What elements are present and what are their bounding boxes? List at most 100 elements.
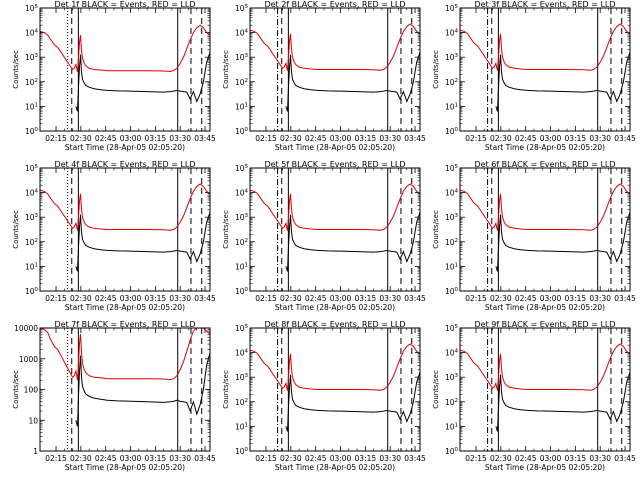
y-tick-label: 103 — [25, 53, 39, 62]
x-tick-label: 03:15 — [355, 454, 377, 463]
x-tick-label: 02:30 — [490, 454, 512, 463]
events-series — [495, 212, 630, 272]
x-tick-label: 03:15 — [565, 294, 587, 303]
y-tick-label: 102 — [25, 238, 38, 247]
x-tick-label: 03:45 — [194, 454, 216, 463]
x-tick-label: 03:30 — [169, 134, 191, 143]
x-tick-label: 03:00 — [330, 454, 352, 463]
y-tick-label: 105 — [235, 164, 249, 173]
x-axis-title: Start Time (28-Apr-05 02:05:20) — [65, 143, 185, 152]
x-axis-title: Start Time (28-Apr-05 02:05:20) — [485, 143, 605, 152]
panel-title: Det 3f BLACK = Events, RED = LLD — [474, 0, 615, 9]
x-axis-title: Start Time (28-Apr-05 02:05:20) — [275, 143, 395, 152]
x-tick-label: 02:30 — [280, 294, 302, 303]
y-axis-title: Counts/sec — [12, 370, 20, 409]
panel-6: Det 6f BLACK = Events, RED = LLD 100 101 10… — [432, 160, 636, 312]
x-tick-label: 03:45 — [404, 294, 426, 303]
y-axis-title: Counts/sec — [432, 210, 440, 249]
x-tick-label: 03:15 — [145, 454, 167, 463]
y-tick-label: 102 — [25, 78, 38, 87]
y-axis-title: Counts/sec — [12, 210, 20, 249]
y-axis-title: Counts/sec — [432, 370, 440, 409]
x-tick-label: 03:00 — [540, 454, 562, 463]
x-tick-label: 03:00 — [330, 134, 352, 143]
y-tick-label: 105 — [235, 4, 249, 13]
events-series — [75, 52, 210, 112]
y-tick-label: 101 — [445, 262, 458, 271]
x-tick-label: 03:30 — [379, 134, 401, 143]
y-tick-label: 100 — [24, 386, 39, 395]
y-tick-label: 104 — [445, 349, 459, 358]
y-tick-label: 105 — [445, 4, 459, 13]
plot-frame — [459, 7, 631, 132]
x-axis-title: Start Time (28-Apr-05 02:05:20) — [485, 303, 605, 312]
events-series — [285, 372, 420, 432]
y-tick-label: 101 — [235, 102, 248, 111]
x-tick-label: 03:00 — [120, 454, 142, 463]
x-tick-label: 03:45 — [614, 454, 636, 463]
x-tick-label: 02:15 — [255, 134, 277, 143]
y-tick-label: 103 — [235, 373, 249, 382]
x-tick-label: 03:00 — [540, 294, 562, 303]
y-tick-label: 103 — [445, 373, 459, 382]
x-tick-label: 03:15 — [565, 454, 587, 463]
x-tick-label: 03:45 — [194, 294, 216, 303]
x-tick-label: 03:30 — [379, 294, 401, 303]
y-tick-label: 101 — [25, 262, 38, 271]
y-tick-label: 101 — [445, 102, 458, 111]
y-tick-label: 100 — [25, 287, 39, 296]
y-tick-label: 102 — [235, 238, 248, 247]
y-tick-label: 104 — [235, 189, 249, 198]
x-tick-label: 02:45 — [95, 294, 117, 303]
x-tick-label: 03:00 — [120, 134, 142, 143]
lld-series — [250, 23, 420, 71]
panel-title: Det 6f BLACK = Events, RED = LLD — [474, 160, 615, 169]
x-tick-label: 02:45 — [95, 134, 117, 143]
x-tick-label: 03:45 — [614, 134, 636, 143]
events-series — [75, 352, 210, 427]
x-tick-label: 02:45 — [515, 454, 537, 463]
x-tick-label: 03:45 — [404, 454, 426, 463]
y-tick-label: 105 — [25, 164, 39, 173]
y-tick-label: 102 — [235, 398, 248, 407]
x-tick-label: 03:30 — [379, 454, 401, 463]
y-tick-label: 100 — [445, 447, 459, 456]
panel-title: Det 7f BLACK = Events, RED = LLD — [54, 320, 195, 329]
y-tick-label: 104 — [25, 189, 39, 198]
x-tick-label: 03:00 — [120, 294, 142, 303]
x-tick-label: 03:00 — [330, 294, 352, 303]
events-series — [285, 52, 420, 112]
x-tick-label: 02:45 — [305, 294, 327, 303]
x-tick-label: 03:15 — [145, 134, 167, 143]
x-tick-label: 03:30 — [169, 454, 191, 463]
y-tick-label: 10 — [28, 416, 38, 425]
x-tick-label: 02:30 — [280, 454, 302, 463]
panel-title: Det 5f BLACK = Events, RED = LLD — [264, 160, 405, 169]
x-tick-label: 02:30 — [70, 134, 92, 143]
plot-frame — [459, 327, 631, 452]
x-tick-label: 02:15 — [465, 134, 487, 143]
lld-series — [460, 343, 630, 391]
x-tick-label: 03:30 — [589, 454, 611, 463]
panel-1: Det 1f BLACK = Events, RED = LLD 100 101 10… — [12, 0, 216, 152]
y-axis-title: Counts/sec — [222, 50, 230, 89]
y-tick-label: 104 — [25, 29, 39, 38]
x-tick-label: 02:15 — [45, 454, 67, 463]
plot-frame — [39, 167, 211, 292]
y-tick-label: 1 — [33, 447, 38, 456]
x-tick-label: 02:30 — [280, 134, 302, 143]
x-tick-label: 03:00 — [540, 134, 562, 143]
x-axis-title: Start Time (28-Apr-05 02:05:20) — [275, 303, 395, 312]
plot-frame — [249, 7, 421, 132]
x-tick-label: 02:45 — [515, 294, 537, 303]
y-tick-label: 103 — [25, 213, 39, 222]
y-tick-label: 10000 — [14, 324, 38, 333]
panel-5: Det 5f BLACK = Events, RED = LLD 100 101 10… — [222, 160, 426, 312]
x-tick-label: 03:30 — [169, 294, 191, 303]
x-tick-label: 02:45 — [305, 134, 327, 143]
lld-series — [40, 24, 210, 73]
plot-frame — [39, 327, 211, 452]
plot-frame — [459, 167, 631, 292]
y-tick-label: 101 — [235, 262, 248, 271]
panel-title: Det 9f BLACK = Events, RED = LLD — [474, 320, 615, 329]
